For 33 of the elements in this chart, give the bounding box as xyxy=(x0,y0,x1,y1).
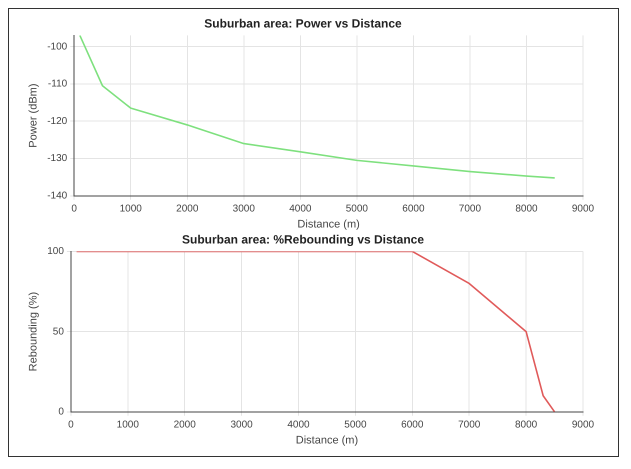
y-tick-label: -120 xyxy=(47,116,68,127)
x-tick-label: 7000 xyxy=(458,420,481,431)
y-tick-label: -110 xyxy=(48,78,68,90)
x-tick-label: 9000 xyxy=(572,204,595,215)
x-tick-label: 5000 xyxy=(346,204,368,215)
y-tick-label: -100 xyxy=(47,41,68,52)
x-tick-label: 9000 xyxy=(572,420,595,431)
y-tick-label: 100 xyxy=(47,246,64,258)
x-tick-label: 8000 xyxy=(514,420,538,431)
x-axis-title: Distance (m) xyxy=(296,434,358,446)
x-tick-label: 1000 xyxy=(116,420,140,431)
x-tick-label: 6000 xyxy=(401,420,424,431)
y-tick-label: -130 xyxy=(47,153,68,164)
x-tick-label: 5000 xyxy=(344,420,367,431)
x-axis-title: Distance (m) xyxy=(297,218,360,230)
x-tick-label: 2000 xyxy=(174,420,196,431)
y-axis-title: Rebounding (%) xyxy=(28,292,40,372)
x-tick-label: 3000 xyxy=(232,204,256,215)
x-tick-label: 8000 xyxy=(515,204,538,215)
x-tick-label: 3000 xyxy=(230,420,254,431)
x-tick-label: 1000 xyxy=(120,204,142,215)
chart-title: Suburban area: %Rebounding vs Distance xyxy=(182,232,424,247)
y-tick-label: -140 xyxy=(47,190,68,202)
y-axis-title: Power (dBm) xyxy=(28,84,40,148)
x-tick-label: 0 xyxy=(71,204,78,215)
chart-title: Suburban area: Power vs Distance xyxy=(204,16,402,31)
x-tick-label: 2000 xyxy=(176,204,199,215)
x-tick-label: 4000 xyxy=(289,204,312,215)
x-tick-label: 4000 xyxy=(287,420,310,431)
y-tick-label: 50 xyxy=(52,326,64,338)
x-tick-label: 7000 xyxy=(458,204,482,215)
x-tick-label: 6000 xyxy=(402,204,425,215)
y-tick-label: 0 xyxy=(58,406,64,418)
